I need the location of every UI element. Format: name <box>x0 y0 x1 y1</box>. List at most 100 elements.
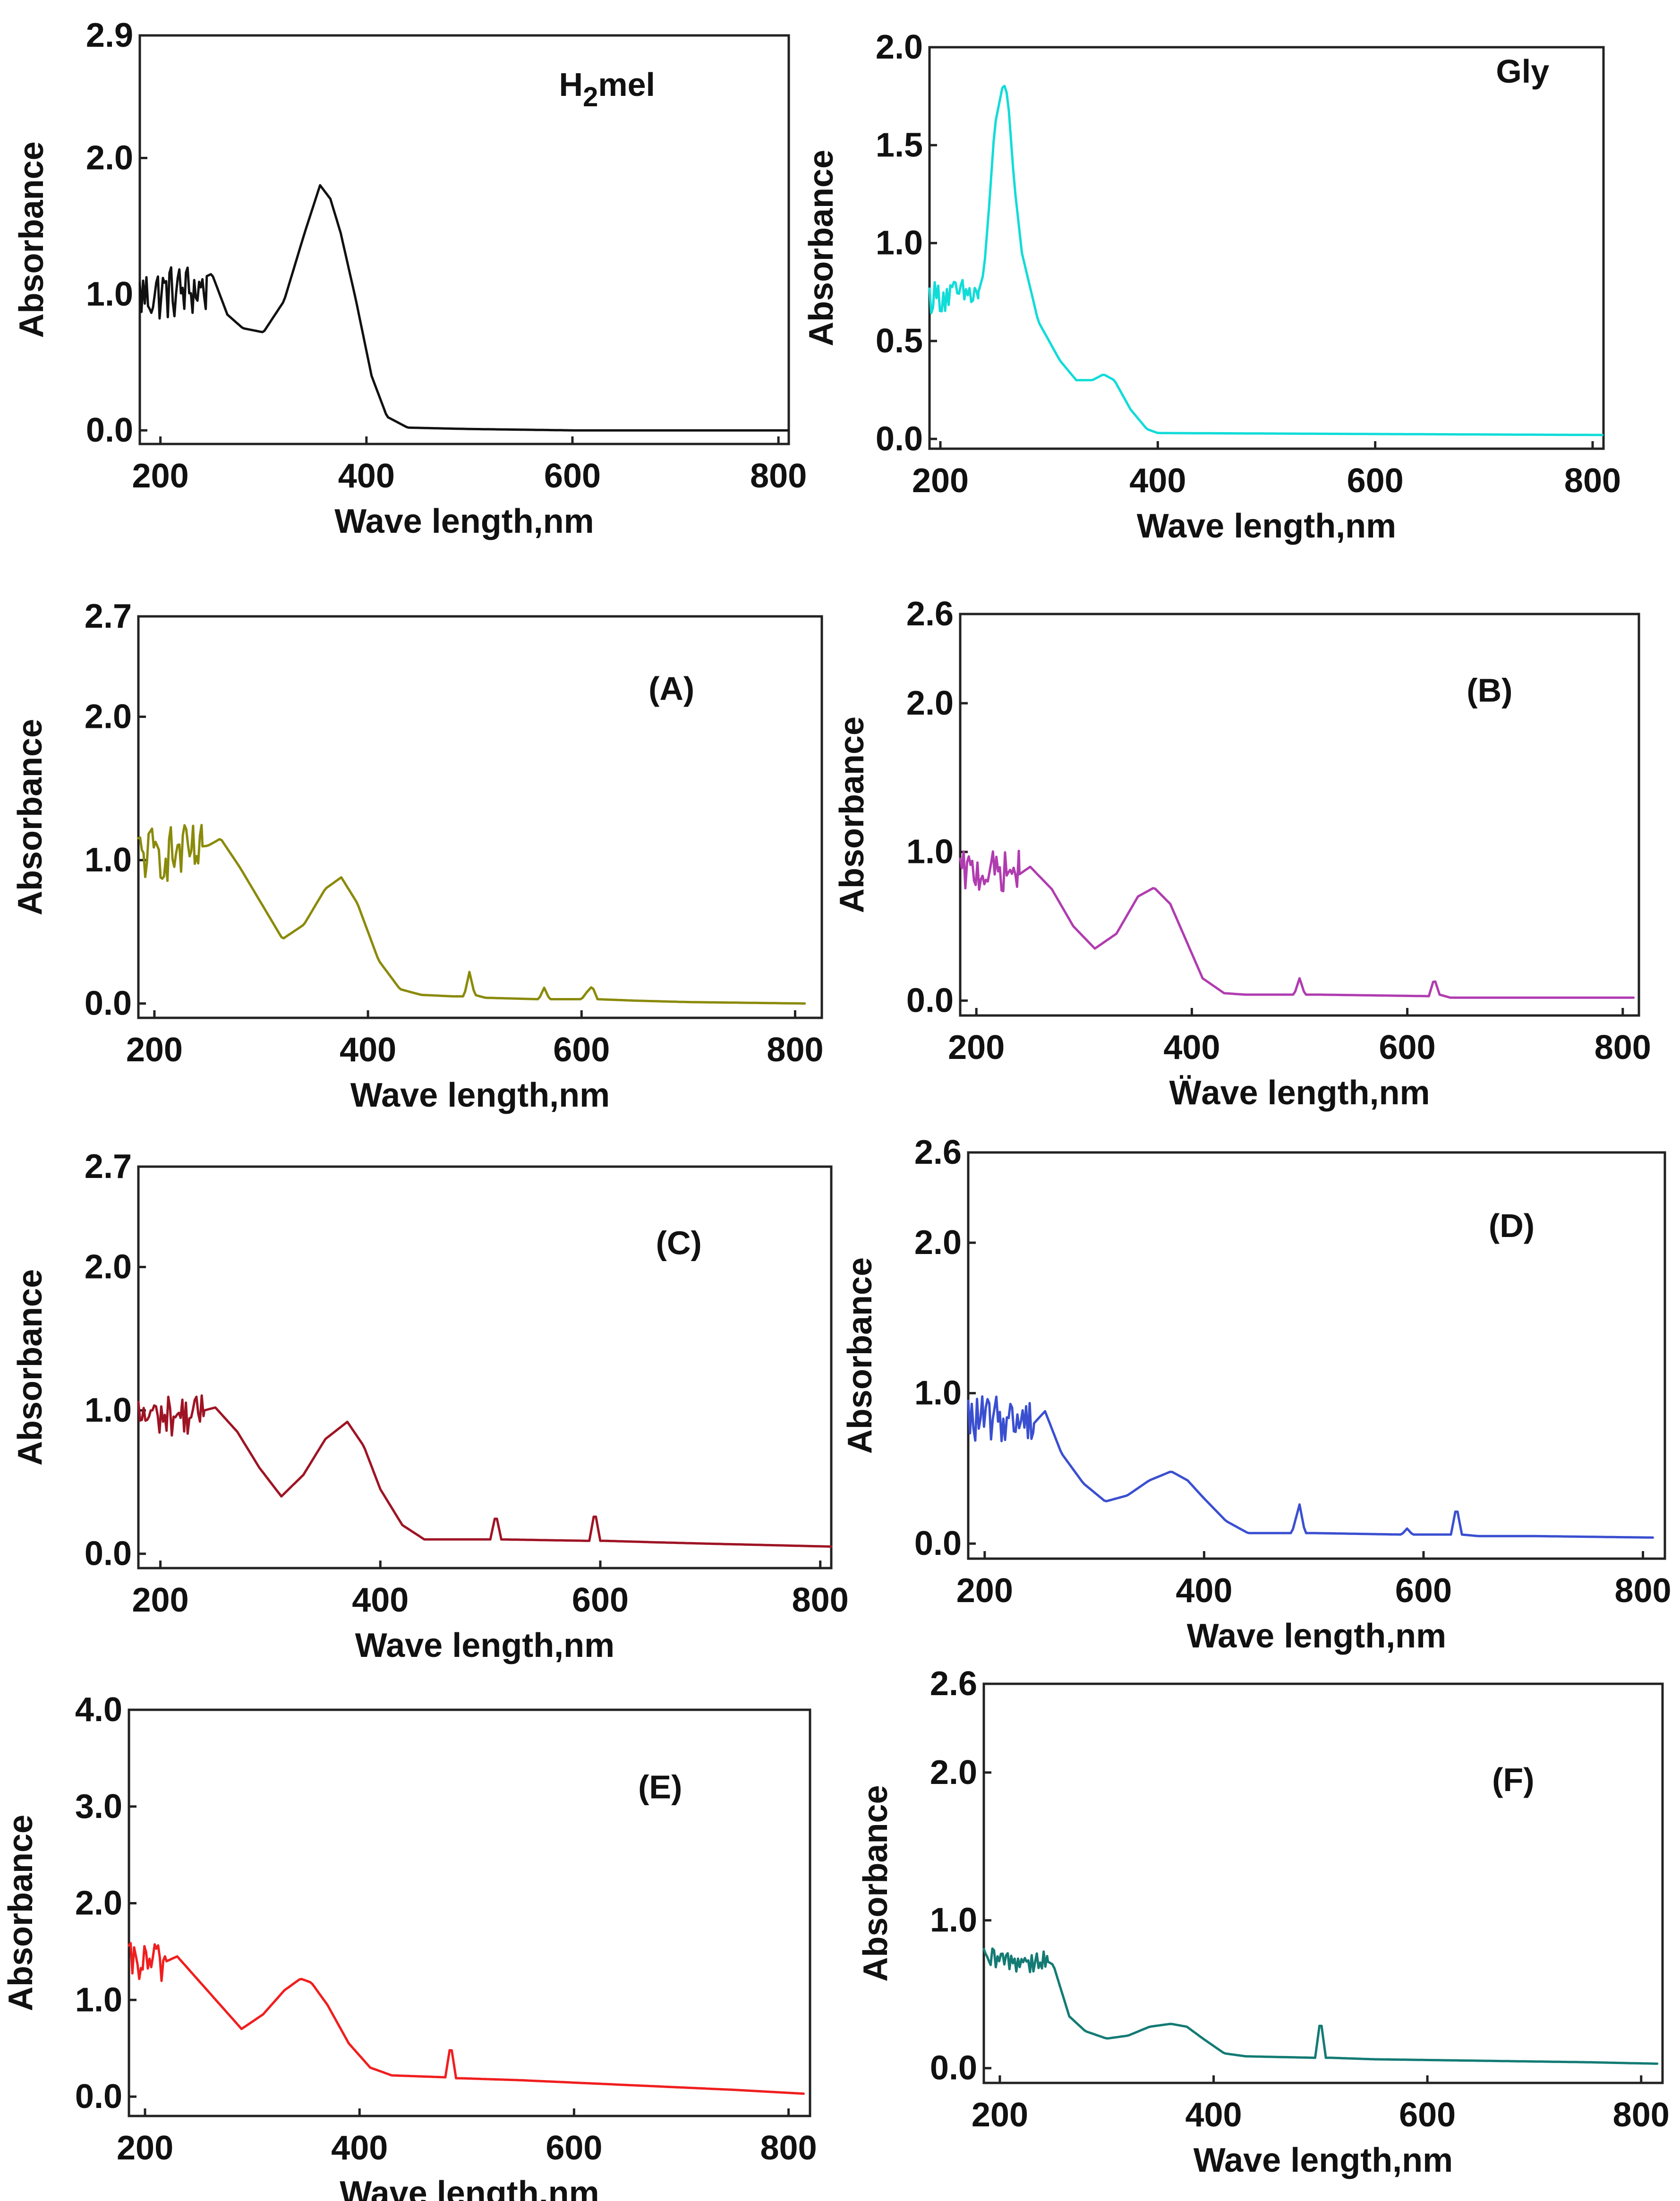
x-tick-label: 600 <box>1399 2096 1456 2134</box>
panel-label: H2mel <box>559 66 655 112</box>
panel-A: 200 400 600 800 0.0 1.0 2.0 2.7 Wave length,nm Ab… <box>11 597 824 1114</box>
y-axis-title: Absorbance <box>841 1257 879 1454</box>
panel-F: 200 400 600 800 0.0 1.0 2.0 2.6 Wave length,nm Ab… <box>857 1665 1670 2179</box>
x-tick-label: 800 <box>1613 2096 1670 2134</box>
panel-label-subscript: 2 <box>583 82 598 112</box>
x-tick-label: 800 <box>1564 462 1621 500</box>
y-tick-label: 0.0 <box>914 1525 962 1562</box>
y-axis-title: Absorbance <box>11 719 49 915</box>
y-tick-label: 1.0 <box>930 1902 977 1939</box>
x-tick-label: 200 <box>132 457 189 495</box>
x-tick-label: 800 <box>1614 1572 1671 1610</box>
y-tick-label: 2.0 <box>930 1754 977 1792</box>
panel-label: (C) <box>656 1225 702 1262</box>
y-tick-label: 2.0 <box>914 1224 962 1262</box>
x-tick-label: 800 <box>750 457 807 495</box>
x-tick-label: 400 <box>331 2129 388 2167</box>
panel-label-main: H <box>559 66 583 103</box>
spectrum-line-A <box>137 824 806 1005</box>
x-tick-label: 400 <box>1129 462 1186 500</box>
y-axis-title: Absorbance <box>2 1815 40 2011</box>
spectrum-line-F <box>982 1947 1659 2065</box>
y-tick-label: 0.0 <box>75 2078 122 2116</box>
x-axis-title: Wave length,nm <box>334 503 594 540</box>
panel-label: (F) <box>1492 1761 1534 1798</box>
x-tick-label: 400 <box>1185 2096 1242 2134</box>
y-tick-label: 0.0 <box>85 1535 132 1573</box>
x-axis-title: Wave length,nm <box>1187 1617 1446 1655</box>
x-axis-title: Wave length,nm <box>1137 507 1396 545</box>
plot-frame <box>137 1165 833 1570</box>
x-tick-label: 200 <box>948 1029 1005 1066</box>
y-axis-title: Absorbance <box>857 1785 895 1981</box>
y-tick-label: 0.5 <box>876 322 923 360</box>
y-tick-label: 0.0 <box>86 411 133 449</box>
panel-D: 200 400 600 800 0.0 1.0 2.0 2.6 Wave length,nm Ab… <box>841 1134 1671 1655</box>
x-tick-label: 400 <box>340 1031 396 1069</box>
panel-B: 200 400 600 800 0.0 1.0 2.0 2.6 Ẅave length,nm Ab… <box>833 595 1651 1112</box>
x-tick-label: 200 <box>912 462 969 500</box>
x-tick-label: 800 <box>767 1031 823 1069</box>
panel-label: Gly <box>1496 53 1549 90</box>
spectrum-line-B <box>959 850 1635 999</box>
x-tick-label: 200 <box>117 2129 173 2167</box>
y-tick-label: 2.0 <box>86 139 133 177</box>
panel-label: (A) <box>648 670 694 707</box>
x-tick-label: 600 <box>553 1031 610 1069</box>
y-tick-label: 0.0 <box>876 420 923 458</box>
x-axis-title: Wave length,nm <box>1194 2141 1453 2179</box>
y-axis-title: Absorbance <box>13 141 51 338</box>
spectrum-line-E <box>128 1942 805 2095</box>
y-tick-label: 0.0 <box>906 982 954 1020</box>
spectrum-line-gly <box>928 85 1604 436</box>
x-axis-title: Wave length,nm <box>355 1627 614 1664</box>
panel-label: (B) <box>1467 672 1512 709</box>
plot-frame <box>128 1708 811 2117</box>
y-tick-label: 0.0 <box>85 985 132 1023</box>
plot-frame <box>138 34 790 445</box>
plot-frame <box>967 1151 1666 1560</box>
y-tick-label: 1.0 <box>85 841 132 879</box>
x-tick-label: 800 <box>792 1581 849 1619</box>
x-tick-label: 200 <box>132 1581 189 1619</box>
panel-label: (D) <box>1489 1207 1535 1244</box>
x-axis-title: Wave length,nm <box>350 1076 610 1114</box>
panel-E: 200 400 600 800 0.0 1.0 2.0 3.0 4.0 Wave length,n… <box>2 1691 817 2201</box>
y-tick-label: 4.0 <box>75 1691 122 1729</box>
panel-C: 200 400 600 800 0.0 1.0 2.0 2.7 Wave length,nm Ab… <box>11 1148 849 1664</box>
x-tick-label: 200 <box>956 1572 1013 1610</box>
y-axis-title: Absorbance <box>833 717 871 913</box>
y-tick-label: 1.0 <box>85 1391 132 1429</box>
x-tick-label: 400 <box>1163 1029 1220 1066</box>
spectrum-line-h2mel <box>138 184 789 432</box>
y-axis-title: Absorbance <box>11 1269 49 1466</box>
x-tick-label: 600 <box>1395 1572 1452 1610</box>
x-axis-title: Ẅave length,nm <box>1169 1074 1430 1112</box>
y-tick-label: 2.6 <box>906 595 954 633</box>
y-axis-title: Absorbance <box>802 150 840 346</box>
x-tick-label: 800 <box>1595 1029 1651 1066</box>
x-tick-label: 200 <box>126 1031 183 1069</box>
x-tick-label: 400 <box>352 1581 409 1619</box>
y-tick-label: 1.0 <box>876 224 923 262</box>
y-tick-label: 2.0 <box>906 684 954 722</box>
y-tick-label: 2.6 <box>930 1665 977 1703</box>
plot-frame <box>137 615 823 1019</box>
y-tick-label: 2.7 <box>85 597 132 635</box>
x-tick-label: 600 <box>546 2129 602 2167</box>
y-tick-label: 1.0 <box>75 1981 122 2019</box>
panel-h2mel: 200 400 600 800 0.0 1.0 2.0 2.9 Wave length,nm Ab… <box>13 17 807 540</box>
y-tick-label: 2.9 <box>86 17 133 54</box>
y-tick-label: 1.0 <box>86 275 133 313</box>
x-tick-label: 200 <box>972 2096 1028 2134</box>
y-tick-label: 3.0 <box>75 1788 122 1826</box>
panel-gly: 200 400 600 800 0.0 0.5 1.0 1.5 2.0 Wave length,n… <box>802 28 1621 545</box>
y-tick-label: 1.0 <box>906 833 954 871</box>
x-tick-label: 800 <box>760 2129 817 2167</box>
y-tick-label: 0.0 <box>930 2049 977 2087</box>
panel-label-rest: mel <box>598 66 655 103</box>
spectrum-line-C <box>137 1394 833 1548</box>
x-tick-label: 600 <box>1347 462 1404 500</box>
y-tick-label: 1.0 <box>914 1374 962 1412</box>
